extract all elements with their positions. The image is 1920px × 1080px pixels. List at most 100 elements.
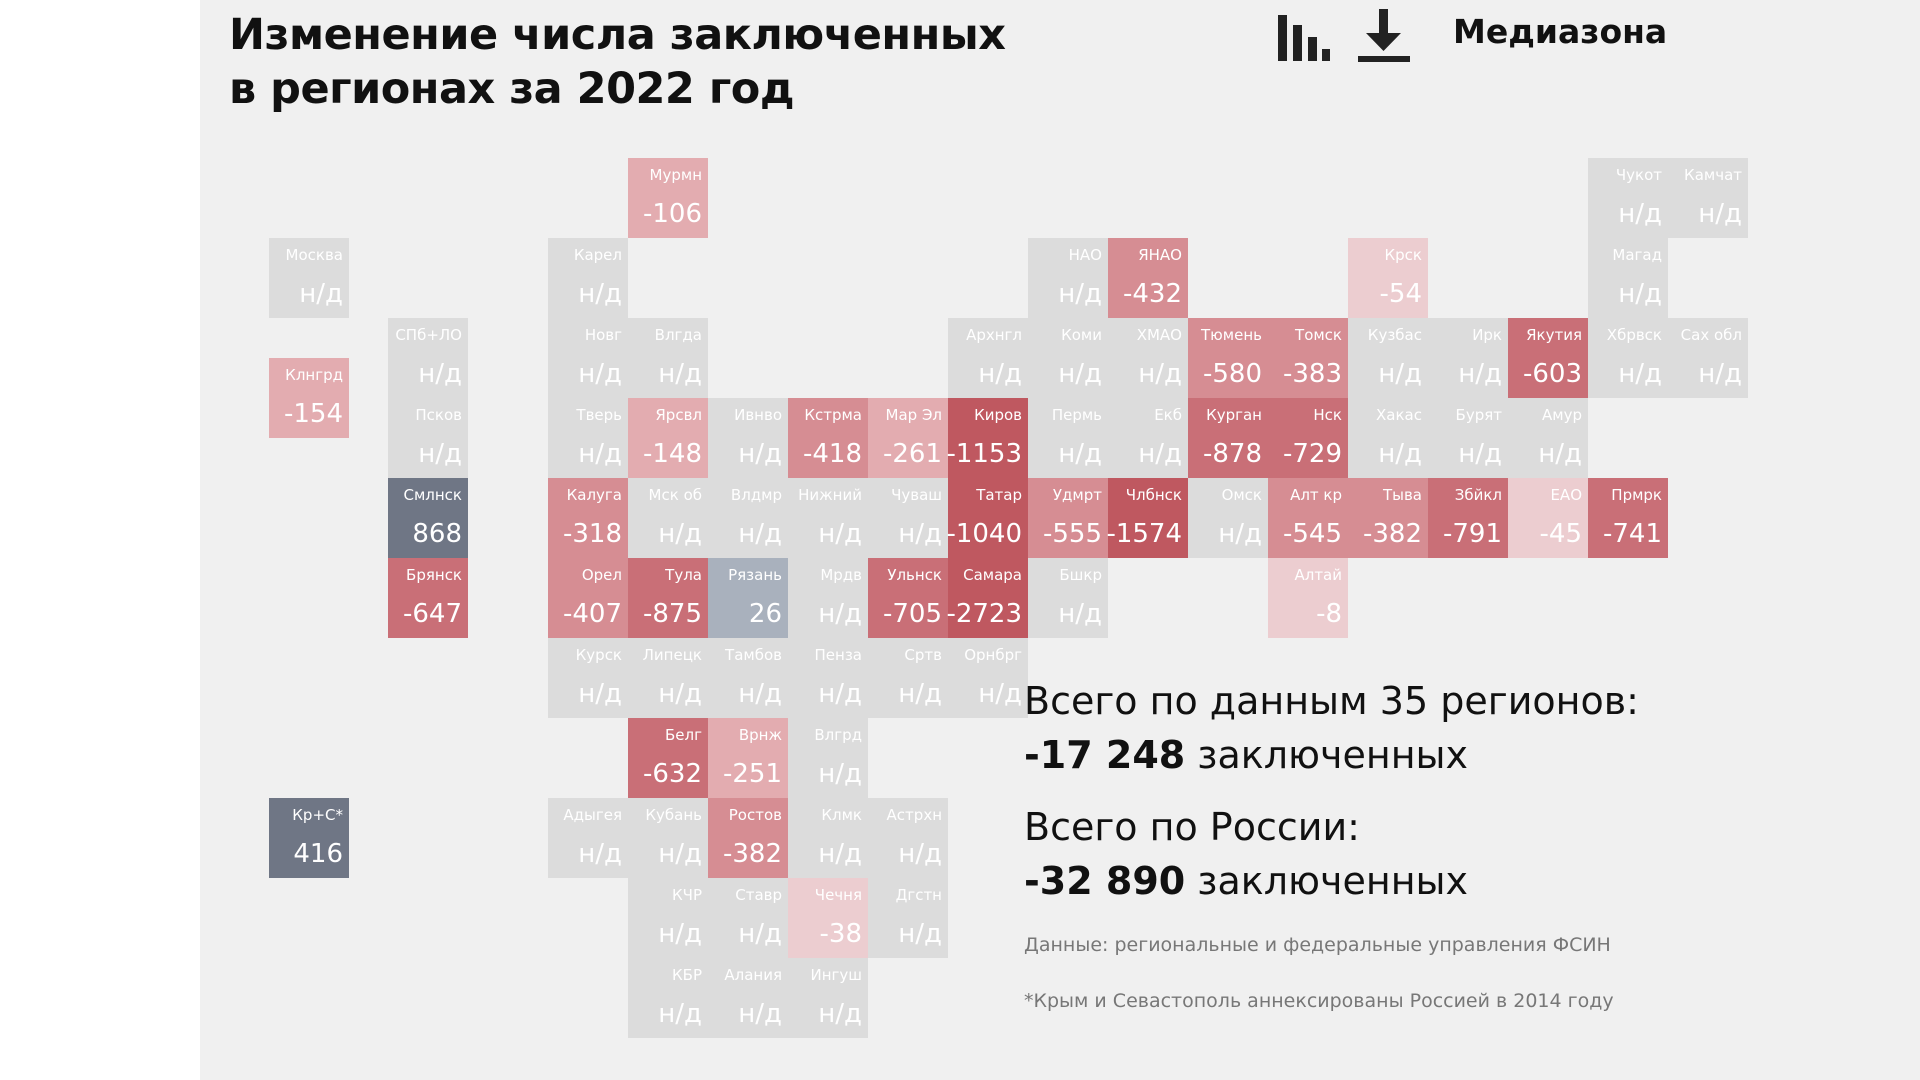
region-tile: Тверь н/д xyxy=(548,398,628,478)
region-name: Влдмр xyxy=(730,486,782,504)
region-value: н/д xyxy=(898,679,942,709)
region-name: Самара xyxy=(963,566,1022,584)
region-tile: Удмрт -555 xyxy=(1028,478,1108,558)
region-name: Ростов xyxy=(728,806,782,824)
region-tile: Алания н/д xyxy=(708,958,788,1038)
region-name: КЧР xyxy=(672,886,702,904)
region-value: -2723 xyxy=(946,599,1022,629)
region-name: НАО xyxy=(1068,246,1102,264)
region-name: Тыва xyxy=(1382,486,1422,504)
regions-total-unit: заключенных xyxy=(1197,733,1469,777)
region-value: н/д xyxy=(738,999,782,1029)
region-name: Чуваш xyxy=(891,486,942,504)
region-value: -106 xyxy=(642,199,702,229)
region-tile: Врнж -251 xyxy=(708,718,788,798)
regions-total-row: -17 248 заключенных xyxy=(1024,728,1639,782)
region-name: Сртв xyxy=(904,646,942,664)
region-tile: Влгрд н/д xyxy=(788,718,868,798)
region-name: Новг xyxy=(584,326,622,344)
region-tile: СПб+ЛО н/д xyxy=(388,318,468,398)
region-name: Астрхн xyxy=(886,806,942,824)
region-tile: Адыгея н/д xyxy=(548,798,628,878)
region-tile: Сах обл н/д xyxy=(1668,318,1748,398)
region-tile: ХМАО н/д xyxy=(1108,318,1188,398)
source-note: Данные: региональные и федеральные управ… xyxy=(1024,934,1611,956)
region-value: -382 xyxy=(1362,519,1422,549)
region-tile: Псков н/д xyxy=(388,398,468,478)
regions-total-value: -17 248 xyxy=(1024,733,1186,777)
region-value: н/д xyxy=(898,919,942,949)
bar-chart-icon[interactable] xyxy=(1276,7,1332,63)
region-name: Калуга xyxy=(566,486,622,504)
region-tile: Ульнск -705 xyxy=(868,558,948,638)
title-line-1: Изменение числа заключенных xyxy=(229,10,1006,60)
region-name: КБР xyxy=(672,966,702,984)
region-tile: Тыва -382 xyxy=(1348,478,1428,558)
region-name: Хакас xyxy=(1376,406,1422,424)
region-value: -148 xyxy=(642,439,702,469)
region-name: Нижний xyxy=(798,486,862,504)
region-tile: ЕАО -45 xyxy=(1508,478,1588,558)
region-name: Коми xyxy=(1061,326,1102,344)
region-value: -878 xyxy=(1202,439,1262,469)
region-tile: Ростов -382 xyxy=(708,798,788,878)
region-value: -383 xyxy=(1282,359,1342,389)
regions-total-label: Всего по данным 35 регионов: xyxy=(1024,679,1639,723)
region-tile: Рязань 26 xyxy=(708,558,788,638)
region-value: н/д xyxy=(1058,439,1102,469)
region-tile: Тюмень -580 xyxy=(1188,318,1268,398)
region-tile: Кстрма -418 xyxy=(788,398,868,478)
region-name: Збйкл xyxy=(1454,486,1502,504)
region-value: н/д xyxy=(578,279,622,309)
region-name: Влгда xyxy=(654,326,702,344)
region-tile: Алтай -8 xyxy=(1268,558,1348,638)
region-name: Москва xyxy=(285,246,343,264)
region-name: Архнгл xyxy=(966,326,1022,344)
region-tile: Кубань н/д xyxy=(628,798,708,878)
region-name: Ингуш xyxy=(810,966,862,984)
region-value: -729 xyxy=(1282,439,1342,469)
region-name: Брянск xyxy=(406,566,462,584)
region-tile: Орел -407 xyxy=(548,558,628,638)
region-name: Орел xyxy=(581,566,622,584)
region-value: -580 xyxy=(1202,359,1262,389)
region-tile: КЧР н/д xyxy=(628,878,708,958)
region-value: н/д xyxy=(1138,439,1182,469)
region-tile: Киров -1153 xyxy=(946,398,1028,478)
region-name: Екб xyxy=(1154,406,1182,424)
region-name: Кубань xyxy=(645,806,702,824)
region-name: Тверь xyxy=(576,406,622,424)
region-value: н/д xyxy=(738,919,782,949)
region-name: Хбрвск xyxy=(1606,326,1662,344)
region-value: н/д xyxy=(1218,519,1262,549)
region-tile: Мурмн -106 xyxy=(628,158,708,238)
region-name: Кузбас xyxy=(1367,326,1422,344)
region-name: Киров xyxy=(974,406,1022,424)
region-name: Врнж xyxy=(738,726,782,744)
download-icon[interactable] xyxy=(1356,7,1412,63)
region-value: н/д xyxy=(978,679,1022,709)
region-tile: Омск н/д xyxy=(1188,478,1268,558)
region-value: -875 xyxy=(642,599,702,629)
region-value: 26 xyxy=(748,599,782,629)
region-tile: Прмрк -741 xyxy=(1588,478,1668,558)
region-tile: Ингуш н/д xyxy=(788,958,868,1038)
region-tile: Члбнск -1574 xyxy=(1106,478,1188,558)
region-value: -1153 xyxy=(946,439,1022,469)
region-value: н/д xyxy=(1458,359,1502,389)
region-tile: Якутия -603 xyxy=(1508,318,1588,398)
region-value: -54 xyxy=(1379,279,1422,309)
region-name: Клнгрд xyxy=(285,366,343,384)
totals-block: Всего по данным 35 регионов: -17 248 зак… xyxy=(1024,674,1639,908)
brand-logo: Медиазона xyxy=(1453,12,1668,51)
region-name: Алтай xyxy=(1294,566,1342,584)
region-tile: Бшкр н/д xyxy=(1028,558,1108,638)
region-name: Ставр xyxy=(735,886,782,904)
region-name: Ивнво xyxy=(734,406,782,424)
region-value: н/д xyxy=(818,519,862,549)
region-value: -555 xyxy=(1042,519,1102,549)
region-name: Амур xyxy=(1542,406,1582,424)
region-value: н/д xyxy=(738,679,782,709)
region-tile: Влдмр н/д xyxy=(708,478,788,558)
region-name: СПб+ЛО xyxy=(395,326,462,344)
